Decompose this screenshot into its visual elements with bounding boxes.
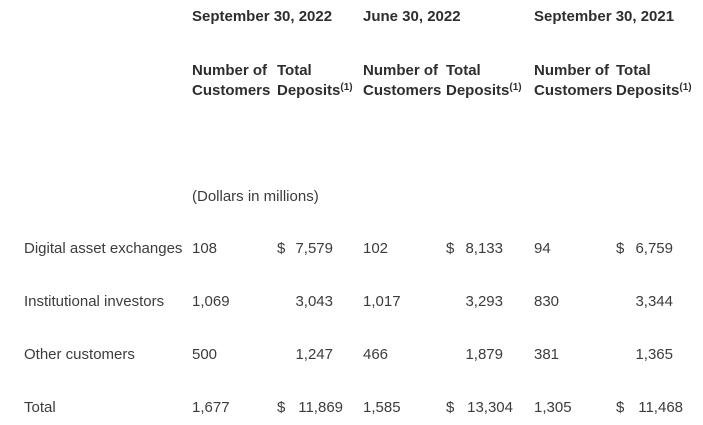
deposits-cell: 1,365 <box>616 347 683 363</box>
column-header-row: Number of Customers Total Deposits(1) Nu… <box>0 61 703 101</box>
deposits-value: 1,879 <box>465 346 503 363</box>
footnote-marker: (1) <box>340 82 353 93</box>
customers-column-header: Number of Customers <box>192 62 271 99</box>
customers-value: 500 <box>192 346 218 363</box>
customers-value: 381 <box>534 346 560 363</box>
units-note-row: (Dollars in millions) <box>0 188 703 205</box>
deposits-cell: 3,043 <box>277 294 343 310</box>
deposits-value: 13,304 <box>467 399 513 416</box>
deposits-value: 11,468 <box>638 399 683 416</box>
deposits-cell: 3,344 <box>616 294 683 310</box>
customers-value: 102 <box>363 240 389 257</box>
customers-value: 108 <box>192 240 218 257</box>
currency-symbol: $ <box>616 399 625 416</box>
deposits-value: 3,043 <box>295 293 333 310</box>
currency-symbol: $ <box>446 399 455 416</box>
row-label: Total <box>24 399 56 416</box>
deposits-value: 6,759 <box>635 240 673 257</box>
customers-value: 1,585 <box>363 399 401 416</box>
customers-value: 94 <box>534 240 551 257</box>
currency-symbol: $ <box>446 240 455 257</box>
deposits-value: 3,344 <box>635 293 673 310</box>
report-date-header: September 30, 2022 <box>192 8 333 25</box>
deposits-value: 7,579 <box>295 240 333 257</box>
customers-column-header: Number of Customers <box>534 62 613 99</box>
deposits-cell: $ 6,759 <box>616 241 683 257</box>
customers-value: 1,017 <box>363 293 401 310</box>
customers-column-header: Number of Customers <box>363 62 442 99</box>
table-row: Other customers 500 1,247 466 1,879 381 … <box>0 347 703 363</box>
deposits-value: 1,365 <box>635 346 673 363</box>
currency-symbol: $ <box>277 240 286 257</box>
currency-symbol: $ <box>616 240 625 257</box>
deposits-column-header: Total Deposits(1) <box>616 62 692 99</box>
row-label: Institutional investors <box>24 293 165 310</box>
customers-value: 466 <box>363 346 389 363</box>
table-row: Digital asset exchanges 108 $ 7,579 102 … <box>0 241 703 257</box>
deposits-value: 8,133 <box>465 240 503 257</box>
report-date-header: June 30, 2022 <box>363 8 461 25</box>
deposits-cell: $ 7,579 <box>277 241 343 257</box>
deposits-value: 1,247 <box>295 346 333 363</box>
deposits-value: 11,869 <box>298 399 343 416</box>
customers-value: 1,677 <box>192 399 230 416</box>
footnote-marker: (1) <box>679 82 692 93</box>
deposits-value: 3,293 <box>465 293 503 310</box>
table-row: Institutional investors 1,069 3,043 1,01… <box>0 294 703 310</box>
deposits-cell: 1,247 <box>277 347 343 363</box>
deposits-cell: $ 11,869 <box>277 400 343 416</box>
report-date-header-row: September 30, 2022 June 30, 2022 Septemb… <box>0 8 703 25</box>
deposits-column-header: Total Deposits(1) <box>277 62 353 99</box>
deposits-cell: 3,293 <box>446 294 513 310</box>
report-date-header: September 30, 2021 <box>534 8 675 25</box>
table-total-row: Total 1,677 $ 11,869 1,585 $ 13,304 1,30… <box>0 400 703 416</box>
customers-value: 1,069 <box>192 293 230 310</box>
customers-value: 830 <box>534 293 560 310</box>
currency-symbol: $ <box>277 399 286 416</box>
deposits-column-header: Total Deposits(1) <box>446 62 522 99</box>
row-label: Other customers <box>24 346 135 363</box>
row-label: Digital asset exchanges <box>24 240 183 257</box>
units-note: (Dollars in millions) <box>192 188 319 205</box>
customers-value: 1,305 <box>534 399 572 416</box>
footnote-marker: (1) <box>509 82 522 93</box>
deposits-cell: $ 8,133 <box>446 241 513 257</box>
deposits-cell: 1,879 <box>446 347 513 363</box>
deposits-cell: $ 11,468 <box>616 400 683 416</box>
deposits-cell: $ 13,304 <box>446 400 513 416</box>
